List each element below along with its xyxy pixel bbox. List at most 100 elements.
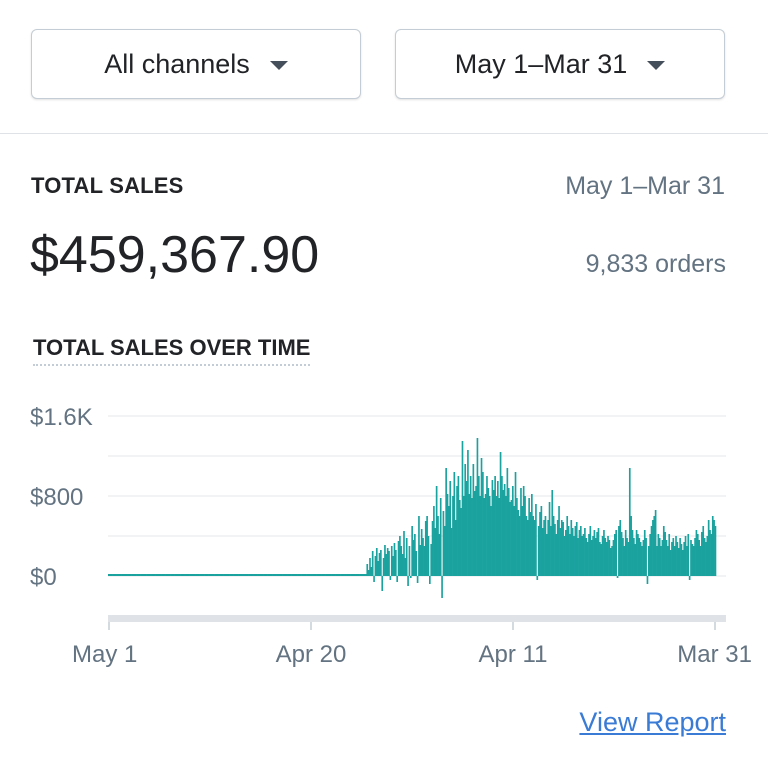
chart-bar bbox=[454, 520, 457, 576]
chart-bar bbox=[381, 576, 384, 591]
chart-bar bbox=[539, 512, 541, 576]
chart-bar bbox=[645, 538, 647, 576]
chart-bar bbox=[143, 574, 146, 576]
chart-bar bbox=[476, 438, 479, 576]
chart-bar bbox=[686, 546, 688, 576]
chart-bar bbox=[245, 574, 248, 576]
chart-bar bbox=[250, 574, 253, 576]
chart-bar bbox=[310, 574, 313, 576]
chart-bar bbox=[392, 556, 394, 576]
chart-bar bbox=[180, 574, 182, 576]
chart-bar bbox=[116, 574, 118, 576]
chart-bar bbox=[529, 512, 532, 576]
chart-bar bbox=[120, 574, 122, 576]
chart-bar bbox=[409, 576, 412, 578]
chart-bar bbox=[653, 516, 656, 576]
chart-bar bbox=[631, 530, 634, 576]
chart-bar bbox=[423, 546, 426, 576]
chart-bar bbox=[370, 567, 373, 576]
y-tick-label: $1.6K bbox=[30, 404, 93, 431]
chart-bar bbox=[288, 574, 291, 576]
chart-bar bbox=[177, 574, 180, 576]
chart-bar bbox=[660, 546, 662, 576]
chart-bar bbox=[252, 574, 254, 576]
date-range-dropdown[interactable]: May 1–Mar 31 bbox=[395, 29, 725, 99]
chart-bar bbox=[377, 561, 379, 576]
chart-bar bbox=[325, 574, 328, 576]
chart-bar bbox=[638, 538, 641, 576]
chart-bar bbox=[263, 574, 265, 576]
chart-bar bbox=[620, 532, 623, 576]
chart-bar bbox=[210, 574, 212, 576]
chart-bar bbox=[517, 510, 520, 576]
chart-bar bbox=[465, 481, 468, 576]
chart-bar bbox=[483, 498, 486, 576]
chart-bar bbox=[696, 534, 699, 576]
chart-bar bbox=[646, 576, 649, 584]
chart-bar bbox=[369, 558, 371, 576]
chart-bar bbox=[332, 574, 335, 576]
chart-bar bbox=[654, 510, 657, 576]
chart-bar bbox=[671, 542, 673, 576]
chart-bar bbox=[154, 574, 156, 576]
chart-bar bbox=[647, 546, 650, 576]
chart-bar bbox=[181, 574, 184, 576]
chart-title[interactable]: TOTAL SALES OVER TIME bbox=[33, 335, 311, 366]
chart-bar bbox=[672, 538, 675, 576]
chart-bar bbox=[559, 528, 562, 576]
chart-bar bbox=[367, 570, 370, 576]
chart-bar bbox=[628, 468, 631, 576]
chart-bar bbox=[491, 480, 494, 576]
chart-bar bbox=[541, 528, 544, 576]
order-count: 9,833 orders bbox=[585, 250, 726, 278]
total-sales-value: $459,367.90 bbox=[30, 226, 320, 284]
chart-bar bbox=[124, 574, 126, 576]
chart-bar bbox=[197, 574, 200, 576]
chart-bar bbox=[112, 574, 114, 576]
chart-bar bbox=[335, 574, 337, 576]
chart-bar bbox=[429, 576, 431, 584]
chart-bar bbox=[203, 574, 205, 576]
chart-bar bbox=[196, 574, 199, 576]
chart-bar bbox=[214, 574, 216, 576]
chart-bar bbox=[431, 521, 434, 576]
chart-bar bbox=[313, 574, 316, 576]
channel-dropdown[interactable]: All channels bbox=[31, 29, 361, 99]
chart-bar bbox=[584, 528, 586, 576]
chart-bar bbox=[260, 574, 262, 576]
chart-bar bbox=[570, 520, 573, 576]
chart-bar bbox=[148, 574, 151, 576]
chart-bar bbox=[128, 574, 131, 576]
chart-bar bbox=[132, 574, 135, 576]
chart-bar bbox=[669, 550, 672, 576]
chart-bar bbox=[613, 534, 616, 576]
chart-bar bbox=[324, 574, 326, 576]
chart-bar bbox=[362, 574, 365, 576]
chart-bar bbox=[278, 574, 280, 576]
chart-bar bbox=[679, 538, 681, 576]
chart-bar bbox=[662, 526, 665, 576]
chart-bar bbox=[374, 556, 377, 576]
chart-bar bbox=[484, 494, 487, 576]
chart-bar bbox=[495, 496, 498, 576]
chart-bar bbox=[257, 574, 260, 576]
chart-bar bbox=[422, 538, 424, 576]
chart-bar bbox=[253, 574, 256, 576]
chart-bar bbox=[683, 542, 686, 576]
chart-bar bbox=[276, 574, 279, 576]
view-report-link[interactable]: View Report bbox=[579, 707, 726, 737]
chart-bar bbox=[242, 574, 245, 576]
chart-bar bbox=[169, 574, 171, 576]
chart-bar bbox=[439, 498, 442, 576]
chart-bar bbox=[147, 574, 150, 576]
chart-bar bbox=[701, 532, 703, 576]
chart-bar bbox=[212, 574, 215, 576]
chart-bar bbox=[528, 498, 530, 576]
chart-bar bbox=[341, 574, 344, 576]
x-axis-band bbox=[108, 615, 726, 622]
chart-bar bbox=[427, 536, 430, 576]
chart-bar bbox=[165, 574, 167, 576]
chart-bar bbox=[619, 520, 622, 576]
chart-bar bbox=[339, 574, 341, 576]
chart-bar bbox=[467, 450, 469, 576]
